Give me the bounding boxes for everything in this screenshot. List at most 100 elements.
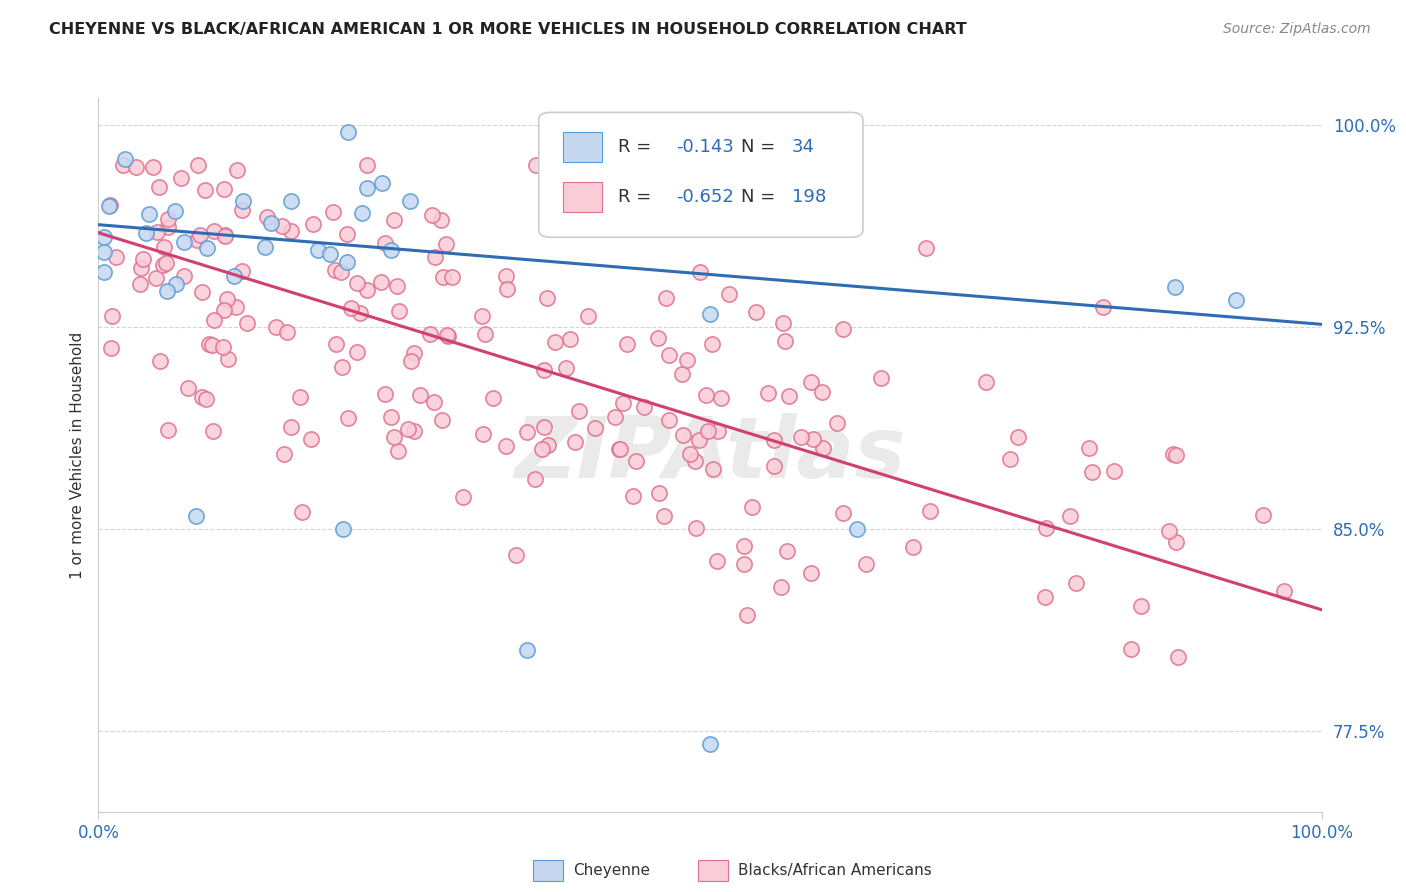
Point — [423, 394, 446, 409]
Point — [350, 206, 373, 220]
Point — [437, 328, 460, 343]
Point — [149, 354, 172, 368]
Point — [1272, 584, 1295, 599]
Point — [346, 345, 368, 359]
Point — [778, 389, 800, 403]
Point — [93, 245, 115, 260]
Point — [201, 337, 224, 351]
Point — [114, 152, 136, 166]
Point — [869, 371, 891, 385]
Point — [1119, 642, 1142, 657]
Point — [322, 205, 344, 219]
Point — [685, 454, 707, 468]
Y-axis label: 1 or more Vehicles in Household: 1 or more Vehicles in Household — [69, 331, 84, 579]
Point — [432, 269, 454, 284]
Point — [811, 442, 834, 456]
Text: R =: R = — [619, 187, 657, 205]
Point — [337, 411, 360, 425]
Point — [195, 241, 218, 255]
Point — [633, 401, 655, 415]
Point — [135, 227, 157, 241]
Point — [280, 224, 302, 238]
Point — [568, 404, 591, 418]
Point — [1225, 293, 1247, 307]
Point — [325, 337, 347, 351]
Point — [675, 352, 697, 367]
Point — [695, 388, 717, 402]
Point — [543, 334, 565, 349]
Point — [576, 309, 599, 323]
Point — [1167, 650, 1189, 665]
Point — [495, 440, 517, 454]
Point — [699, 738, 721, 752]
Text: Source: ZipAtlas.com: Source: ZipAtlas.com — [1223, 22, 1371, 37]
Point — [156, 284, 179, 298]
Point — [380, 243, 402, 257]
Point — [346, 276, 368, 290]
Point — [330, 359, 353, 374]
Point — [202, 224, 225, 238]
Point — [259, 216, 281, 230]
Point — [232, 194, 254, 209]
Point — [1078, 442, 1101, 456]
Point — [332, 522, 354, 536]
Text: 34: 34 — [792, 137, 815, 155]
Point — [186, 508, 208, 523]
Point — [1007, 430, 1029, 444]
Point — [1102, 465, 1125, 479]
Point — [231, 264, 253, 278]
Point — [800, 376, 823, 390]
Point — [356, 181, 378, 195]
Point — [474, 326, 496, 341]
Point — [434, 237, 457, 252]
Point — [546, 219, 568, 234]
Point — [100, 309, 122, 323]
Point — [658, 348, 681, 362]
Point — [222, 269, 245, 284]
Point — [336, 227, 359, 241]
Point — [1251, 508, 1274, 523]
Point — [254, 240, 277, 254]
Point — [356, 158, 378, 172]
Point — [100, 341, 122, 355]
Point — [607, 442, 630, 456]
Point — [299, 432, 322, 446]
Point — [1033, 590, 1056, 604]
Point — [409, 387, 432, 401]
Point — [157, 423, 180, 437]
Point — [235, 317, 257, 331]
Point — [920, 504, 942, 518]
Point — [609, 442, 631, 457]
FancyBboxPatch shape — [538, 112, 863, 237]
Point — [697, 424, 720, 438]
Point — [401, 354, 423, 368]
Point — [671, 367, 693, 381]
Point — [212, 303, 235, 318]
Point — [371, 176, 394, 190]
Point — [157, 212, 180, 227]
Point — [702, 462, 724, 476]
Point — [385, 279, 408, 293]
Point — [524, 472, 547, 486]
Point — [336, 255, 359, 269]
Point — [717, 286, 740, 301]
Point — [330, 265, 353, 279]
Point — [177, 381, 200, 395]
Point — [128, 277, 150, 291]
Point — [256, 211, 278, 225]
Text: Cheyenne: Cheyenne — [574, 863, 650, 878]
Point — [1159, 524, 1181, 538]
FancyBboxPatch shape — [697, 860, 728, 881]
Point — [481, 392, 503, 406]
Point — [471, 310, 494, 324]
Point — [745, 305, 768, 319]
Point — [356, 283, 378, 297]
Point — [672, 428, 695, 442]
Point — [191, 390, 214, 404]
Point — [648, 486, 671, 500]
Point — [387, 443, 409, 458]
Point — [202, 313, 225, 327]
Point — [202, 424, 225, 438]
Point — [515, 643, 537, 657]
Point — [217, 352, 239, 367]
